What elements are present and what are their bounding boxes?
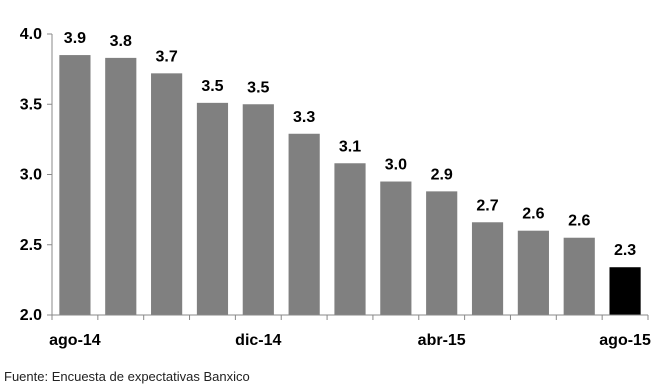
data-label: 3.5 [201, 78, 223, 95]
data-label: 3.9 [64, 30, 86, 47]
bar-feb-15 [334, 163, 366, 315]
y-tick-label: 2.5 [20, 237, 42, 254]
x-tick-label: dic-14 [235, 332, 281, 349]
bar-sep-14 [105, 57, 137, 315]
y-tick-label: 3.0 [20, 167, 42, 184]
x-axis: ago-14 dic-14 abr-15 ago-15 [49, 314, 651, 349]
x-tick-label: ago-15 [599, 332, 651, 349]
data-label: 3.3 [293, 109, 315, 126]
data-label: 3.0 [385, 157, 407, 174]
bar-ago-14 [59, 55, 91, 315]
source-note: Fuente: Encuesta de expectativas Banxico [4, 369, 250, 384]
data-label: 2.7 [476, 197, 498, 214]
data-label: 3.5 [247, 79, 269, 96]
bar-oct-14 [151, 73, 183, 315]
x-tick-label: abr-15 [418, 332, 466, 349]
bar-ago-15 [609, 267, 641, 315]
bar-ene-15 [288, 133, 320, 315]
y-tick-label: 3.5 [20, 96, 42, 113]
bar-mar-15 [380, 181, 412, 315]
data-label: 3.1 [339, 138, 361, 155]
data-label: 3.8 [110, 33, 132, 50]
data-labels-group: 3.9 3.8 3.7 3.5 3.5 3.3 3.1 3.0 2.9 2.7 2.6 2.6 2.3 [64, 30, 636, 259]
data-label: 2.6 [522, 206, 544, 223]
bar-dic-14 [242, 104, 274, 315]
bar-jun-15 [517, 230, 549, 315]
y-axis: 2.0 2.5 3.0 3.5 4.0 [20, 26, 53, 324]
bar-jul-15 [563, 237, 595, 315]
data-label: 2.3 [614, 242, 636, 259]
bar-nov-14 [196, 102, 229, 315]
data-label: 3.7 [155, 48, 177, 65]
bar-may-15 [471, 222, 504, 315]
bars-group [59, 55, 641, 315]
bar-abr-15 [426, 191, 458, 315]
data-label: 2.9 [431, 166, 453, 183]
data-label: 2.6 [568, 213, 590, 230]
y-tick-label: 4.0 [20, 26, 42, 43]
x-tick-label: ago-14 [49, 332, 101, 349]
y-tick-label: 2.0 [20, 307, 42, 324]
